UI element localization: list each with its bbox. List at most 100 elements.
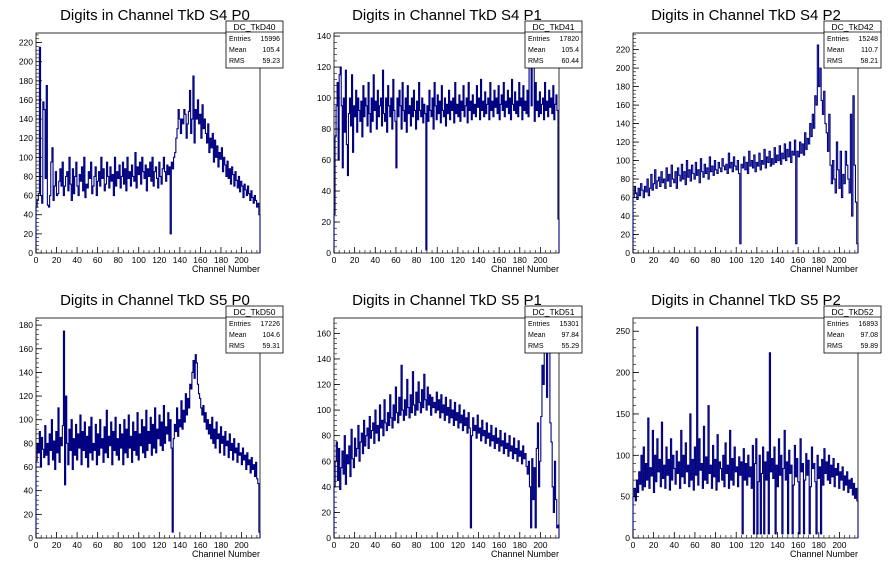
x-tick-label: 160: [791, 540, 805, 550]
x-axis-label: Channel Number: [192, 549, 260, 559]
x-tick-label: 180: [513, 540, 527, 550]
stats-box-frame: [524, 20, 583, 69]
stats-box-frame: [524, 305, 583, 354]
histogram-panel: Digits in Channel TkD S5 P2 0 20 40 60 80 100 1…: [616, 292, 882, 559]
x-tick-label: 20: [52, 540, 62, 550]
x-tick-label: 200: [832, 540, 846, 550]
x-tick-label: 180: [812, 255, 826, 265]
x-tick-label: 20: [350, 540, 360, 550]
x-tick-label: 180: [214, 255, 228, 265]
y-tick-label: 150: [616, 409, 630, 419]
x-tick-label: 20: [52, 255, 62, 265]
y-tick-label: 120: [19, 391, 33, 401]
plot-frame: [632, 317, 859, 539]
y-tick-label: 220: [616, 45, 630, 55]
x-tick-label: 120: [750, 255, 764, 265]
x-tick-label: 40: [72, 255, 82, 265]
stats-label: RMS: [528, 58, 544, 65]
histogram-series: [333, 35, 560, 253]
plot-frame: [35, 317, 261, 539]
stats-label: RMS: [827, 343, 843, 350]
y-tick-label: 20: [322, 507, 332, 517]
x-tick-label: 80: [113, 540, 123, 550]
x-tick-label: 60: [391, 540, 401, 550]
y-tick-label: 80: [621, 174, 631, 184]
x-tick-label: 80: [412, 255, 422, 265]
y-tick-label: 20: [621, 230, 631, 240]
stats-value: 60.44: [561, 58, 579, 65]
stats-label: Mean: [229, 47, 247, 54]
x-tick-label: 120: [750, 540, 764, 550]
y-tick-label: 60: [621, 193, 631, 203]
stats-value: 16893: [859, 321, 879, 328]
stats-box: DC_TkD41 Entries 17820 Mean 105.4 RMS 60.44: [524, 20, 583, 69]
stats-value: 15248: [859, 36, 879, 43]
x-tick-label: 20: [350, 255, 360, 265]
stats-box: DC_TkD52 Entries 16893 Mean 97.08 RMS 59.89: [823, 305, 882, 354]
stats-label: Mean: [229, 332, 247, 339]
x-tick-label: 160: [492, 255, 506, 265]
y-tick-label: 40: [322, 186, 332, 196]
histogram-panel: Digits in Channel TkD S5 P0 0 20 40 60 80 100 1…: [19, 292, 284, 559]
y-tick-label: 60: [24, 462, 34, 472]
y-tick-label: 160: [19, 95, 33, 105]
y-tick-label: 80: [24, 438, 34, 448]
stats-label: RMS: [229, 343, 245, 350]
stats-box-name: DC_TkD41: [532, 22, 574, 32]
x-tick-label: 60: [391, 255, 401, 265]
y-tick-label: 20: [24, 509, 34, 519]
x-axis-label: Channel Number: [192, 264, 260, 274]
chart-title: Digits in Channel TkD S4 P2: [651, 7, 841, 24]
x-tick-label: 40: [670, 540, 680, 550]
stats-box-frame: [225, 20, 284, 69]
stats-label: Entries: [827, 321, 849, 328]
y-tick-label: 20: [24, 229, 34, 239]
stats-box-name: DC_TkD40: [233, 22, 275, 32]
y-tick-label: 200: [616, 368, 630, 378]
y-tick-label: 40: [24, 210, 34, 220]
x-tick-label: 140: [770, 255, 784, 265]
x-tick-label: 100: [132, 255, 146, 265]
x-tick-label: 80: [412, 540, 422, 550]
x-tick-label: 40: [371, 540, 381, 550]
x-tick-label: 60: [93, 255, 103, 265]
chart-title: Digits in Channel TkD S4 P1: [352, 7, 542, 24]
y-tick-label: 180: [19, 76, 33, 86]
x-tick-label: 60: [690, 540, 700, 550]
chart-title: Digits in Channel TkD S5 P1: [352, 292, 542, 309]
stats-box-frame: [225, 305, 284, 354]
stats-label: Entries: [229, 36, 251, 43]
histogram-series: [35, 330, 261, 538]
x-tick-label: 140: [173, 255, 187, 265]
y-tick-label: 40: [621, 211, 631, 221]
stats-box-frame: [823, 305, 882, 354]
y-tick-label: 160: [19, 344, 33, 354]
y-tick-label: 100: [19, 415, 33, 425]
y-tick-label: 140: [616, 119, 630, 129]
stats-value: 17820: [560, 36, 580, 43]
y-tick-label: 20: [322, 217, 332, 227]
y-tick-label: 120: [317, 62, 331, 72]
x-tick-label: 120: [451, 255, 465, 265]
x-tick-label: 40: [670, 255, 680, 265]
x-tick-label: 60: [690, 255, 700, 265]
x-tick-label: 20: [649, 255, 659, 265]
y-tick-label: 120: [19, 133, 33, 143]
chart-title: Digits in Channel TkD S5 P2: [651, 292, 841, 309]
y-tick-label: 80: [322, 124, 332, 134]
stats-value: 105.4: [262, 47, 280, 54]
stats-label: Entries: [528, 36, 550, 43]
y-tick-label: 40: [322, 482, 332, 492]
x-axis-label: Channel Number: [790, 264, 858, 274]
x-tick-label: 120: [451, 540, 465, 550]
stats-box-name: DC_TkD52: [831, 307, 873, 317]
x-tick-label: 160: [492, 540, 506, 550]
stats-value: 97.84: [561, 332, 579, 339]
x-tick-label: 180: [513, 255, 527, 265]
stats-box: DC_TkD51 Entries 15301 Mean 97.84 RMS 55.29: [524, 305, 583, 354]
histogram-series: [35, 46, 261, 253]
x-tick-label: 20: [649, 540, 659, 550]
y-tick-label: 140: [19, 114, 33, 124]
y-tick-label: 200: [616, 63, 630, 73]
